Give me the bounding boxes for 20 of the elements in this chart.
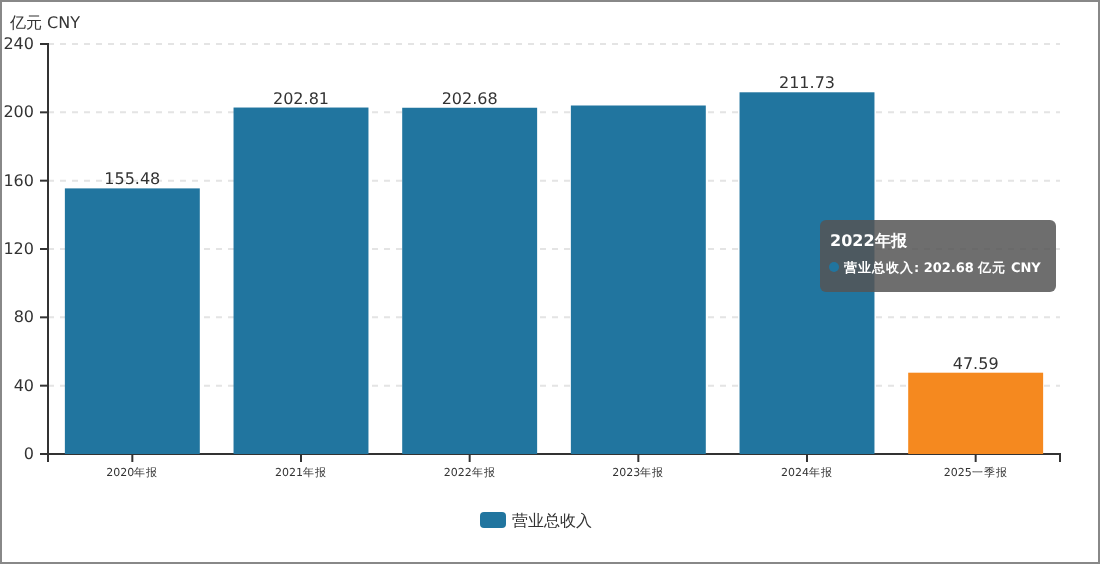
annotation: 2022年报: [830, 232, 909, 250]
data-label: 47.59: [952, 354, 999, 373]
bar: [233, 107, 369, 454]
y-tick-label: 80: [13, 308, 34, 327]
y-tick-label: 200: [3, 103, 34, 122]
legend-label: 营业总收入: [512, 512, 592, 530]
y-tick-label: 120: [3, 240, 34, 259]
bar: [570, 105, 706, 454]
y-tick-label: 240: [3, 35, 34, 54]
data-label: 202.81: [273, 89, 329, 108]
y-tick-label: 160: [3, 171, 34, 190]
y-axis-title: 亿元 CNY: [8, 14, 81, 32]
y-tick-label: 0: [23, 445, 34, 464]
bar: [908, 372, 1044, 454]
bar: [64, 188, 200, 454]
bar: [402, 107, 538, 454]
data-label: 155.48: [104, 170, 161, 189]
y-tick-label: 40: [13, 376, 34, 395]
data-label: 202.68: [441, 89, 498, 108]
data-label: 211.73: [779, 74, 835, 93]
